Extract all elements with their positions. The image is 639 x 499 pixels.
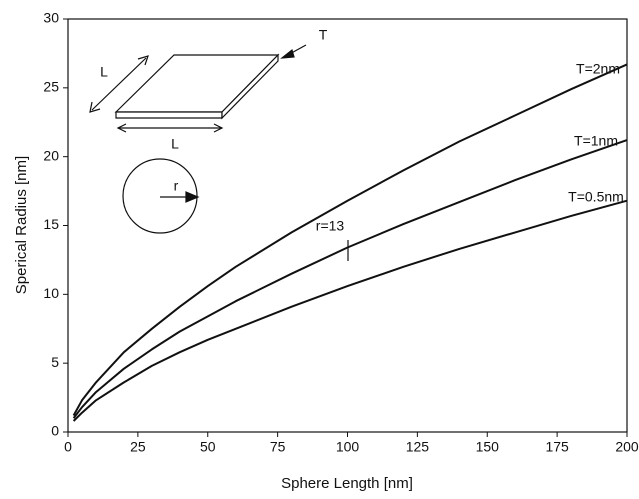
x-tick-label: 100 — [336, 439, 360, 455]
series-line — [72, 139, 628, 419]
x-tick-label: 125 — [406, 439, 430, 455]
annotation: r=13 — [316, 218, 345, 234]
x-tick-label: 0 — [64, 439, 72, 455]
sheet-side — [115, 111, 223, 119]
inset-label: T — [319, 27, 328, 43]
arrow-line — [91, 57, 147, 111]
x-tick-label: 175 — [545, 439, 569, 455]
arrow-head — [185, 191, 200, 203]
arrow-head — [280, 48, 295, 59]
y-tick-label: 30 — [43, 10, 59, 26]
sheet-edge — [221, 53, 279, 120]
series-line — [72, 63, 628, 416]
series-label: T=2nm — [576, 61, 620, 77]
y-tick-label: 5 — [51, 354, 59, 370]
x-tick-label: 75 — [270, 439, 286, 455]
x-tick-label: 50 — [200, 439, 216, 455]
arrow-head — [116, 123, 127, 133]
x-tick-label: 200 — [615, 439, 639, 455]
y-tick-label: 10 — [43, 285, 59, 301]
series-line — [72, 199, 628, 422]
y-tick-label: 20 — [43, 147, 59, 163]
x-axis-label: Sphere Length [nm] — [281, 475, 413, 492]
inset — [89, 44, 307, 234]
y-tick-label: 0 — [51, 423, 59, 439]
y-tick-label: 25 — [43, 79, 59, 95]
inset-label: r — [174, 178, 179, 194]
arrow-head — [213, 123, 224, 133]
inset-label: L — [171, 136, 179, 152]
x-tick-label: 25 — [130, 439, 146, 455]
series-label: T=0.5nm — [568, 189, 624, 205]
y-tick-label: 15 — [43, 216, 59, 232]
series-label: T=1nm — [574, 133, 618, 149]
inset-label: L — [100, 64, 108, 80]
arrow-head — [89, 101, 101, 113]
x-tick-label: 150 — [476, 439, 500, 455]
y-axis-label: Sperical Radius [nm] — [13, 156, 30, 294]
arrow-head — [137, 55, 149, 66]
